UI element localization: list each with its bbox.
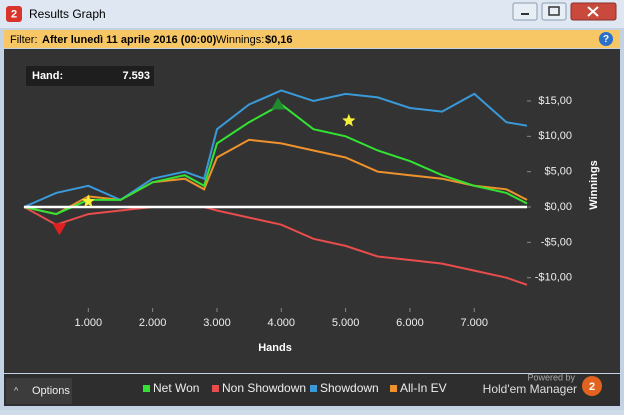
legend-swatch: [143, 385, 150, 392]
winnings-label: Winnings:: [216, 34, 264, 46]
x-tick-label: 6.000: [396, 317, 424, 329]
brand-logo: [582, 376, 602, 396]
close-icon: [587, 6, 599, 17]
hover-value: 7.593: [122, 70, 150, 82]
marker-triangle-up: [271, 97, 286, 110]
powered-by: Powered by: [527, 372, 575, 382]
y-tick-label: $10,00: [538, 130, 572, 142]
brand-name: Hold'em Manager: [483, 382, 577, 396]
x-tick-label: 2.000: [139, 317, 167, 329]
legend-label: Non Showdown: [222, 381, 306, 395]
x-axis-label: Hands: [258, 342, 292, 354]
x-tick-label: 7.000: [460, 317, 488, 329]
maximize-icon: [548, 6, 560, 16]
hover-label: Hand:: [32, 70, 63, 82]
winnings-value: $0,16: [265, 34, 293, 46]
help-icon: ?: [603, 34, 609, 45]
brand-logo-text: 2: [589, 381, 595, 393]
options-caret: ^: [14, 385, 19, 395]
x-tick-label: 1.000: [75, 317, 103, 329]
y-tick-label: -$5,00: [541, 236, 572, 248]
legend-swatch: [310, 385, 317, 392]
legend-swatch: [390, 385, 397, 392]
app-logo-text: 2: [11, 8, 17, 20]
chart-panel: [4, 49, 620, 373]
marker-star: [342, 113, 356, 127]
window-title: Results Graph: [29, 7, 106, 21]
app-logo: [6, 6, 22, 22]
x-tick-label: 3.000: [203, 317, 231, 329]
filter-text: After lunedì 11 aprile 2016 (00:00): [42, 34, 217, 46]
marker-triangle-down: [52, 223, 67, 236]
marker-star: [81, 194, 95, 207]
y-axis-label: Winnings: [588, 160, 600, 209]
x-tick-label: 5.000: [332, 317, 360, 329]
y-tick-label: $5,00: [544, 166, 572, 178]
help-button[interactable]: [599, 32, 613, 46]
x-tick-label: 4.000: [268, 317, 296, 329]
minimize-button[interactable]: [512, 2, 538, 21]
legend-label: All-In EV: [400, 381, 447, 395]
plot: -$10,00 -$5,00 $0,00 $5,00 $10,00 $15,00 1.000…: [23, 89, 600, 395]
series-line: [23, 206, 528, 286]
options-label: Options: [32, 385, 70, 397]
hover-box: [26, 66, 154, 86]
y-tick-label: -$10,00: [535, 272, 572, 284]
y-tick-label: $15,00: [538, 95, 572, 107]
legend-label: Net Won: [153, 381, 199, 395]
filter-label: Filter:: [10, 34, 38, 46]
y-tick-label: $0,00: [544, 201, 572, 213]
series-line: [23, 103, 528, 216]
filter-bar: [4, 30, 620, 48]
options-button[interactable]: [6, 378, 72, 404]
series-line: [23, 89, 528, 208]
maximize-button[interactable]: [541, 2, 567, 21]
legend-swatch: [212, 385, 219, 392]
legend-label: Showdown: [320, 381, 379, 395]
